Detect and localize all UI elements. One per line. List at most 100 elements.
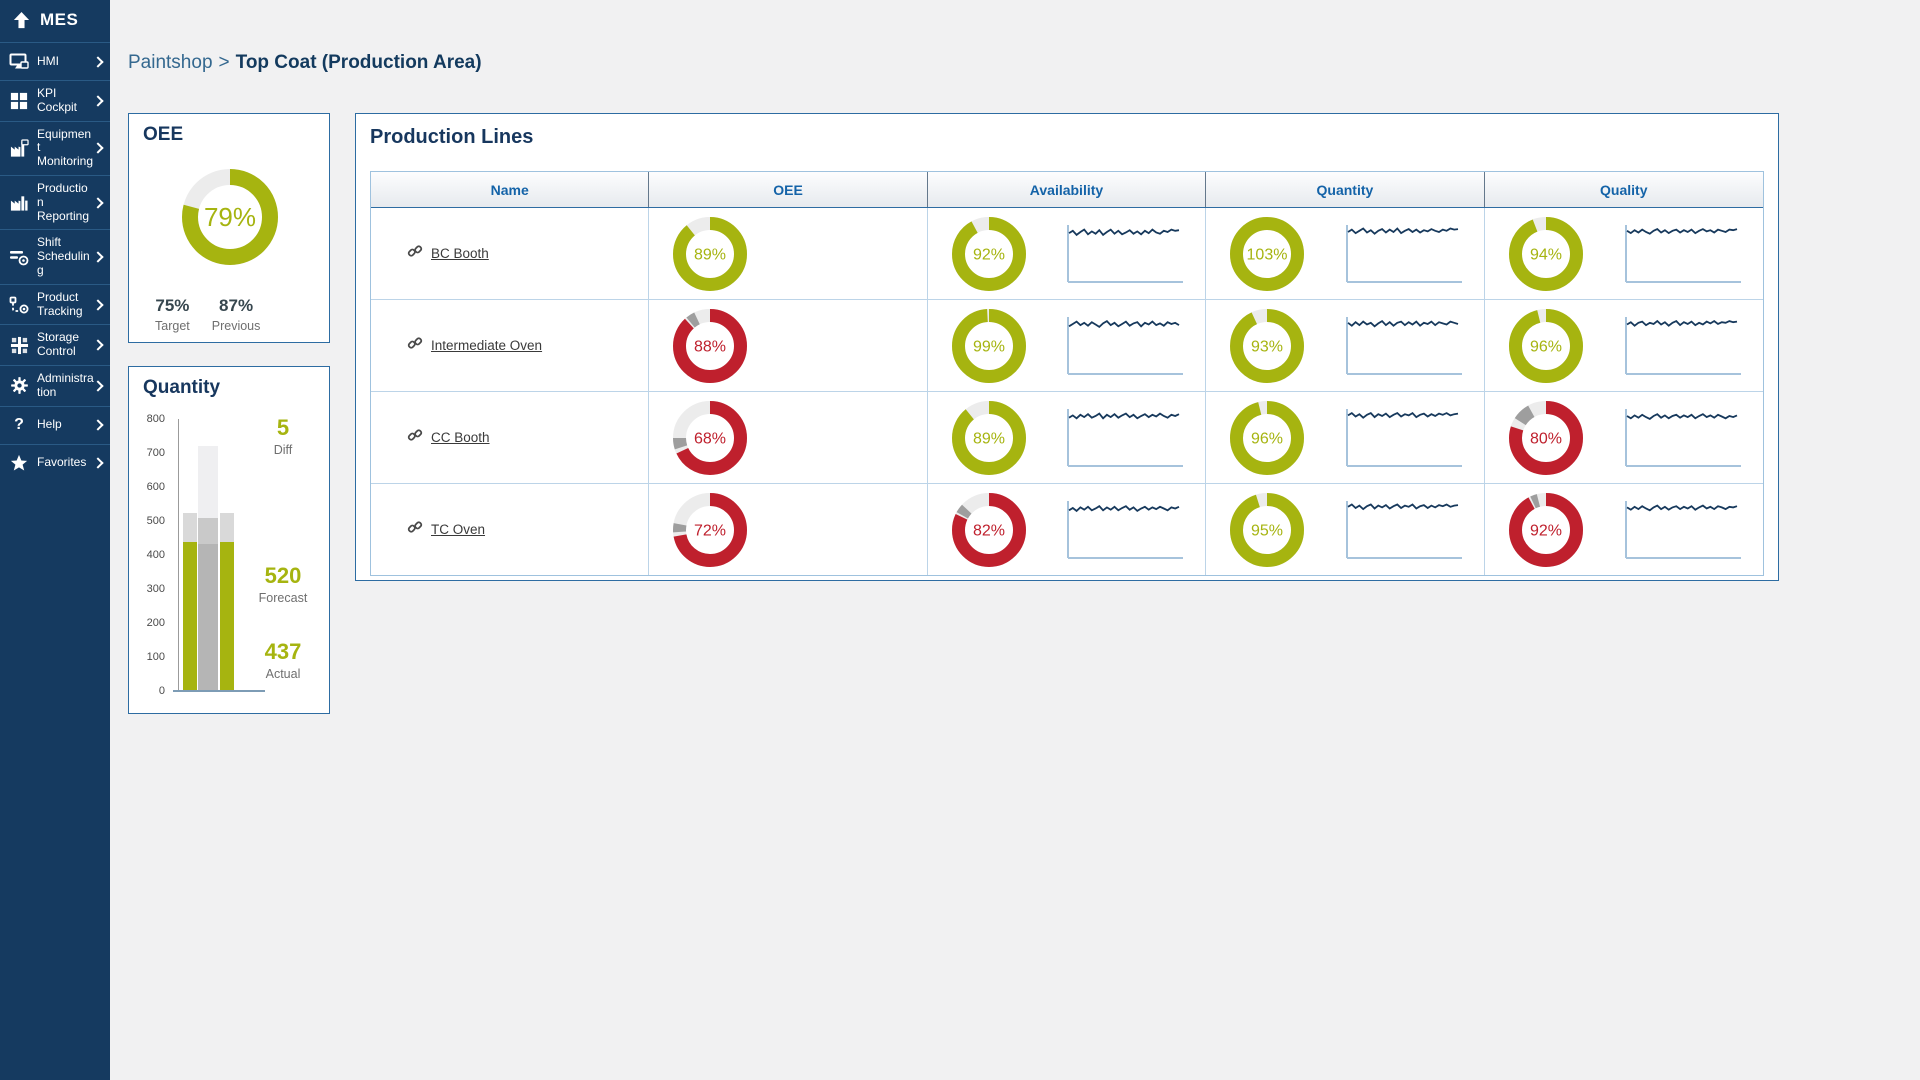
oee-donut-chart: 88% bbox=[673, 308, 748, 383]
sidebar-item-label: Shift Scheduling bbox=[37, 235, 90, 277]
quality-cell: 92% bbox=[1485, 484, 1763, 575]
sidebar-item-hmi[interactable]: HMI bbox=[0, 42, 110, 80]
oee-donut-chart: 89% bbox=[673, 216, 748, 291]
forecast-inner-bar bbox=[198, 544, 218, 691]
quantity-donut-chart: 96% bbox=[1230, 400, 1305, 475]
name-cell: CC Booth bbox=[371, 392, 650, 483]
production-line-link[interactable]: TC Oven bbox=[431, 522, 486, 537]
quantity-card-title: Quantity bbox=[143, 377, 221, 398]
sidebar-item-product-tracking[interactable]: Product Tracking bbox=[0, 283, 110, 325]
oee-donut-chart: 79% bbox=[182, 169, 278, 270]
oee-donut-chart: 72% bbox=[673, 492, 748, 567]
link-icon bbox=[407, 427, 423, 448]
sidebar-item-label: Administration bbox=[37, 370, 94, 399]
table-header-row: Name OEE Availability Quantity Quality bbox=[371, 172, 1763, 208]
sidebar-item-administration[interactable]: Administration bbox=[0, 364, 110, 406]
sidebar-item-shift-scheduling[interactable]: Shift Scheduling bbox=[0, 229, 110, 283]
svg-text:93%: 93% bbox=[1251, 338, 1283, 355]
quality-donut-chart: 96% bbox=[1508, 308, 1583, 383]
logo[interactable]: MES bbox=[0, 0, 110, 42]
oee-stats: 75% Target 87% Previous bbox=[155, 296, 260, 333]
link-icon bbox=[407, 519, 423, 540]
production-line-link[interactable]: BC Booth bbox=[431, 246, 489, 261]
link-icon bbox=[407, 243, 423, 264]
factory-monitor-icon bbox=[8, 139, 30, 158]
grid-icon bbox=[8, 92, 30, 110]
production-lines-table: Name OEE Availability Quantity Quality BC Bo… bbox=[370, 171, 1764, 576]
column-header-availability: Availability bbox=[928, 172, 1207, 207]
quantity-cell: 96% bbox=[1206, 392, 1485, 483]
sidebar-item-label: Equipment Monitoring bbox=[37, 126, 94, 169]
availability-trend-sparkline bbox=[1067, 408, 1184, 467]
arrow-up-icon bbox=[10, 11, 32, 30]
quantity-donut-chart: 95% bbox=[1230, 492, 1305, 567]
chevron-right-icon bbox=[92, 142, 104, 154]
column-header-quantity: Quantity bbox=[1206, 172, 1485, 207]
oee-target-stat: 75% Target bbox=[155, 296, 190, 333]
column-header-name: Name bbox=[371, 172, 650, 207]
svg-text:72%: 72% bbox=[694, 522, 726, 539]
svg-text:96%: 96% bbox=[1530, 338, 1562, 355]
sidebar-item-storage-control[interactable]: Storage Control bbox=[0, 324, 110, 365]
availability-trend-sparkline bbox=[1067, 224, 1184, 283]
sidebar-item-favorites[interactable]: Favorites bbox=[0, 443, 110, 482]
quantity-axis-tick: 600 bbox=[146, 481, 165, 493]
sidebar-item-label: Favorites bbox=[37, 455, 87, 470]
logo-text: MES bbox=[40, 10, 79, 29]
sidebar-item-kpi-cockpit[interactable]: KPI Cockpit bbox=[0, 80, 110, 121]
chevron-right-icon bbox=[92, 251, 104, 263]
tracking-icon bbox=[8, 296, 30, 314]
svg-text:80%: 80% bbox=[1530, 430, 1562, 447]
availability-donut-chart: 99% bbox=[951, 308, 1026, 383]
svg-text:94%: 94% bbox=[1530, 246, 1562, 263]
quantity-axis-tick: 500 bbox=[146, 515, 165, 527]
availability-donut-chart: 89% bbox=[951, 400, 1026, 475]
quantity-axis-tick: 700 bbox=[146, 447, 165, 459]
quantity-axis-tick: 0 bbox=[158, 685, 165, 697]
breadcrumb: Paintshop > Top Coat (Production Area) bbox=[128, 52, 482, 74]
svg-text:79%: 79% bbox=[204, 202, 256, 232]
column-header-oee: OEE bbox=[649, 172, 928, 207]
breadcrumb-current: Top Coat (Production Area) bbox=[235, 52, 482, 73]
chevron-right-icon bbox=[92, 298, 104, 311]
chevron-right-icon bbox=[92, 339, 104, 351]
oee-previous-stat: 87% Previous bbox=[211, 296, 261, 333]
breadcrumb-parent[interactable]: Paintshop bbox=[128, 52, 213, 73]
sidebar-item-equipment-monitoring[interactable]: Equipment Monitoring bbox=[0, 120, 110, 175]
quantity-axis-tick: 800 bbox=[146, 413, 165, 425]
quantity-axis-tick: 100 bbox=[146, 651, 165, 663]
shift-icon bbox=[8, 248, 30, 266]
chevron-right-icon bbox=[92, 95, 104, 107]
sidebar-nav: HMI KPI Cockpit Equipment Monitoring Produc… bbox=[0, 42, 110, 482]
quality-cell: 96% bbox=[1485, 300, 1763, 391]
svg-text:89%: 89% bbox=[694, 246, 726, 263]
actual-bar bbox=[220, 542, 234, 691]
quality-trend-sparkline bbox=[1624, 316, 1741, 375]
quantity-y-axis bbox=[178, 419, 179, 691]
sidebar-item-help[interactable]: ? Help bbox=[0, 405, 110, 444]
sidebar-item-production-reporting[interactable]: Production Reporting bbox=[0, 174, 110, 229]
table-row: CC Booth 68% 89% 96% 80% bbox=[371, 392, 1763, 484]
svg-text:96%: 96% bbox=[1251, 430, 1283, 447]
table-row: Intermediate Oven 88% 99% 93% 96% bbox=[371, 300, 1763, 392]
chevron-right-icon bbox=[92, 457, 104, 469]
svg-text:82%: 82% bbox=[973, 522, 1005, 539]
availability-donut-chart: 82% bbox=[951, 492, 1026, 567]
quantity-trend-sparkline bbox=[1345, 408, 1462, 467]
availability-trend-sparkline bbox=[1067, 500, 1184, 559]
sidebar-item-label: KPI Cockpit bbox=[37, 86, 78, 114]
name-cell: TC Oven bbox=[371, 484, 650, 575]
svg-text:89%: 89% bbox=[973, 430, 1005, 447]
quantity-axis-tick: 200 bbox=[146, 617, 165, 629]
quality-trend-sparkline bbox=[1624, 500, 1741, 559]
help-icon: ? bbox=[14, 416, 24, 434]
table-row: BC Booth 89% 92% 103% 94% bbox=[371, 208, 1763, 300]
production-line-link[interactable]: Intermediate Oven bbox=[431, 338, 543, 353]
sidebar-item-label: Help bbox=[37, 417, 62, 432]
oee-card: OEE 79% 75% Target 87% Previous bbox=[128, 113, 330, 343]
quality-donut-chart: 92% bbox=[1508, 492, 1583, 567]
quantity-axis-tick: 400 bbox=[146, 549, 165, 561]
quantity-bar-chart: 800 700 600 500 400 300 200 100 0 bbox=[129, 413, 331, 697]
name-cell: BC Booth bbox=[371, 208, 650, 299]
production-line-link[interactable]: CC Booth bbox=[431, 430, 490, 445]
